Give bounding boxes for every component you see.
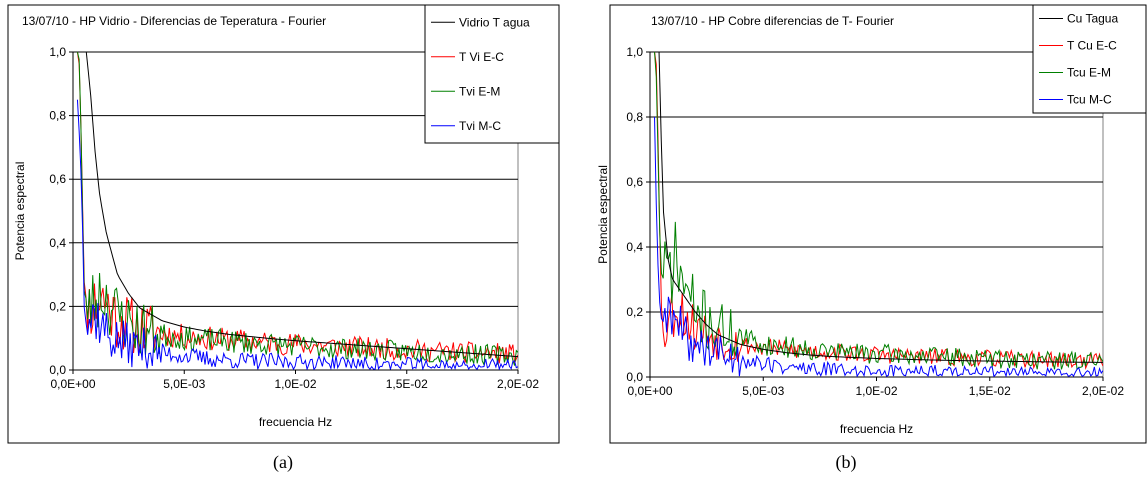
x-tick-label: 1,0E-02 bbox=[274, 377, 316, 391]
panel-label: (a) bbox=[273, 452, 293, 473]
y-axis-label: Potencia espectral bbox=[596, 165, 610, 264]
y-tick-label: 0,2 bbox=[49, 299, 66, 313]
y-tick-label: 0,4 bbox=[49, 236, 66, 250]
x-tick-label: 5,0E-03 bbox=[742, 384, 784, 398]
y-tick-label: 0,0 bbox=[626, 370, 643, 384]
x-tick-label: 0,0E+00 bbox=[50, 377, 95, 391]
chart-title: 13/07/10 - HP Cobre diferencias de T- Fo… bbox=[651, 14, 894, 28]
series-line bbox=[654, 116, 1103, 377]
y-axis-label: Potencia espectral bbox=[13, 162, 27, 261]
y-tick-label: 1,0 bbox=[49, 45, 66, 59]
legend-label: Tvi E-M bbox=[459, 84, 500, 98]
plot-area bbox=[649, 51, 1104, 378]
legend-label: Cu Tagua bbox=[1067, 12, 1118, 26]
y-tick-label: 0,6 bbox=[626, 175, 643, 189]
x-tick-label: 2,0E-02 bbox=[497, 377, 539, 391]
chart-title: 13/07/10 - HP Vidrio - Diferencias de Te… bbox=[22, 14, 326, 28]
panel-label: (b) bbox=[836, 452, 857, 473]
legend-label: T Cu E-C bbox=[1067, 39, 1117, 53]
x-tick-label: 5,0E-03 bbox=[163, 377, 205, 391]
chart-panel-b: 0,0 0,2 0,4 0,6 0,8 1,0 0,0E+00 5,0E-03 1,0E-02 1… bbox=[583, 0, 1148, 479]
series-line bbox=[76, 99, 518, 370]
x-axis-label: frecuencia Hz bbox=[840, 422, 913, 436]
legend-label: T Vi E-C bbox=[459, 50, 504, 64]
chart-b-svg: 0,0 0,2 0,4 0,6 0,8 1,0 0,0E+00 5,0E-03 1,0E-02 1… bbox=[596, 4, 1147, 473]
legend-label: Vidrio T agua bbox=[459, 15, 530, 29]
y-tick-label: 0,4 bbox=[626, 240, 643, 254]
x-tick-label: 1,5E-02 bbox=[969, 384, 1011, 398]
x-axis-label: frecuencia Hz bbox=[259, 415, 332, 429]
chart-panel-a: 0,0 0,2 0,4 0,6 0,8 1,0 0,0E+00 5,0E-03 1,0E-02 1… bbox=[0, 0, 565, 479]
legend-label: Tcu E-M bbox=[1067, 66, 1111, 80]
x-tick-label: 2,0E-02 bbox=[1082, 384, 1124, 398]
series-line bbox=[76, 51, 518, 367]
y-tick-label: 0,0 bbox=[49, 363, 66, 377]
x-tick-label: 0,0E+00 bbox=[627, 384, 672, 398]
y-tick-label: 0,6 bbox=[49, 172, 66, 186]
series-line bbox=[656, 51, 1103, 363]
y-tick-label: 0,2 bbox=[626, 305, 643, 319]
series-line bbox=[79, 51, 518, 358]
legend-box bbox=[424, 4, 560, 144]
legend-label: Tvi M-C bbox=[459, 119, 501, 133]
y-tick-label: 0,8 bbox=[49, 109, 66, 123]
y-tick-label: 0,8 bbox=[626, 110, 643, 124]
x-tick-label: 1,0E-02 bbox=[855, 384, 897, 398]
legend-box bbox=[1032, 4, 1147, 114]
x-tick-label: 1,5E-02 bbox=[386, 377, 428, 391]
chart-a-svg: 0,0 0,2 0,4 0,6 0,8 1,0 0,0E+00 5,0E-03 1,0E-02 1… bbox=[7, 4, 560, 473]
legend-label: Tcu M-C bbox=[1067, 93, 1112, 107]
y-tick-label: 1,0 bbox=[626, 45, 643, 59]
